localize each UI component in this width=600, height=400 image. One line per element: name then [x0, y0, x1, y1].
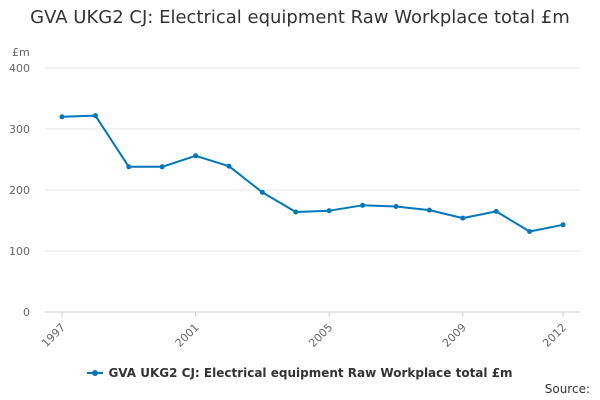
data-point[interactable]	[259, 189, 265, 195]
y-tick-label: 300	[9, 123, 30, 136]
x-axis-ticks: 1997 2001 2005 2009 2012	[39, 312, 569, 350]
data-point[interactable]	[193, 153, 199, 159]
y-tick-label: 200	[9, 184, 30, 197]
data-point[interactable]	[293, 209, 299, 215]
y-tick-label: 100	[9, 245, 30, 258]
legend-label: GVA UKG2 CJ: Electrical equipment Raw Wo…	[108, 366, 513, 380]
x-tick-label: 2005	[306, 321, 335, 350]
data-point[interactable]	[560, 222, 566, 228]
y-axis-ticks: 0 100 200 300 400	[9, 62, 30, 319]
series-line	[61, 114, 564, 233]
data-point[interactable]	[493, 208, 499, 214]
data-point[interactable]	[59, 114, 65, 120]
y-axis-unit-label: £m	[12, 46, 30, 59]
legend-swatch-icon	[87, 368, 104, 378]
data-point[interactable]	[226, 163, 232, 169]
x-tick-label: 2001	[173, 321, 202, 350]
source-label: Source:	[544, 382, 590, 396]
data-point[interactable]	[92, 113, 98, 119]
y-tick-label: 400	[9, 62, 30, 75]
y-tick-label: 0	[23, 306, 30, 319]
legend[interactable]: GVA UKG2 CJ: Electrical equipment Raw Wo…	[0, 365, 600, 382]
gridlines	[45, 67, 580, 313]
x-tick-label: 2012	[540, 321, 569, 350]
data-point[interactable]	[126, 164, 132, 170]
x-tick-label: 1997	[39, 321, 68, 350]
chart-title: GVA UKG2 CJ: Electrical equipment Raw Wo…	[30, 7, 570, 28]
data-point[interactable]	[426, 207, 432, 213]
data-point[interactable]	[360, 202, 366, 208]
legend-item[interactable]: GVA UKG2 CJ: Electrical equipment Raw Wo…	[87, 365, 513, 381]
data-point[interactable]	[527, 229, 533, 234]
series-group	[59, 113, 566, 234]
data-point[interactable]	[159, 164, 165, 170]
data-point[interactable]	[460, 215, 466, 221]
data-point[interactable]	[393, 204, 399, 209]
data-point[interactable]	[326, 208, 332, 214]
x-tick-label: 2009	[440, 321, 469, 350]
